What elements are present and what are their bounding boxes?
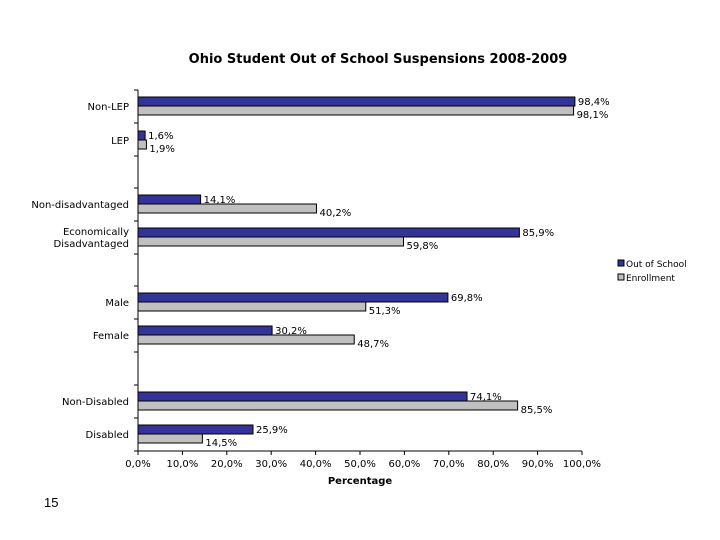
bar-enrollment <box>137 203 317 214</box>
data-label: 30,2% <box>275 326 307 337</box>
bar-out-of-school <box>137 292 449 303</box>
category-label: Non-disadvantaged <box>31 200 129 211</box>
category-label: Non-LEP <box>88 102 129 113</box>
category-label: Non-Disabled <box>62 397 129 408</box>
legend-swatch <box>617 273 625 281</box>
data-label: 59,8% <box>407 241 439 252</box>
data-label: 69,8% <box>451 293 483 304</box>
x-axis-title: Percentage <box>328 476 393 487</box>
category-label: LEP <box>111 136 129 147</box>
bar-enrollment <box>137 334 355 345</box>
bar-enrollment <box>137 433 203 444</box>
category-label: Female <box>93 331 129 342</box>
data-label: 14,1% <box>204 195 236 206</box>
category-label: Disabled <box>86 430 129 441</box>
data-label: 48,7% <box>357 339 389 350</box>
chart-title: Ohio Student Out of School Suspensions 2… <box>189 52 568 67</box>
data-label: 1,9% <box>149 144 174 155</box>
data-label: 85,5% <box>521 405 553 416</box>
data-label: 25,9% <box>256 425 288 436</box>
bar-enrollment <box>137 139 147 150</box>
data-label: 51,3% <box>369 306 401 317</box>
bar-out-of-school <box>137 96 576 107</box>
category-label: Disadvantaged <box>54 239 129 250</box>
bar-out-of-school <box>137 130 146 141</box>
bar-out-of-school <box>137 227 520 238</box>
legend-box <box>616 256 690 284</box>
data-label: 98,1% <box>577 110 609 121</box>
legend-swatch <box>617 259 625 267</box>
legend-label: Enrollment <box>626 274 675 284</box>
bar-enrollment <box>137 400 519 411</box>
bar-out-of-school <box>137 194 202 205</box>
x-tick-label: 20,0% <box>211 459 243 470</box>
data-label: 74,1% <box>470 392 502 403</box>
bar-out-of-school <box>137 424 254 435</box>
bar-enrollment <box>137 105 575 116</box>
bar-out-of-school <box>137 325 273 336</box>
x-tick-label: 60,0% <box>389 459 421 470</box>
x-tick-label: 50,0% <box>344 459 376 470</box>
data-label: 98,4% <box>578 97 610 108</box>
bar-enrollment <box>137 301 367 312</box>
x-tick-label: 0,0% <box>125 459 150 470</box>
x-tick-label: 90,0% <box>522 459 554 470</box>
x-tick-label: 70,0% <box>433 459 465 470</box>
x-tick-label: 30,0% <box>255 459 287 470</box>
category-label: Male <box>105 298 129 309</box>
x-tick-label: 100,0% <box>563 459 601 470</box>
data-label: 40,2% <box>319 208 351 219</box>
bar-enrollment <box>137 236 405 247</box>
x-tick-label: 80,0% <box>477 459 509 470</box>
category-label: Economically <box>63 227 129 238</box>
bar-out-of-school <box>137 391 468 402</box>
data-label: 85,9% <box>522 228 554 239</box>
data-label: 14,5% <box>205 438 237 449</box>
data-label: 1,6% <box>148 131 173 142</box>
legend-label: Out of School <box>626 260 687 270</box>
x-tick-label: 40,0% <box>300 459 332 470</box>
x-tick-label: 10,0% <box>167 459 199 470</box>
page-number: 15 <box>44 495 59 510</box>
